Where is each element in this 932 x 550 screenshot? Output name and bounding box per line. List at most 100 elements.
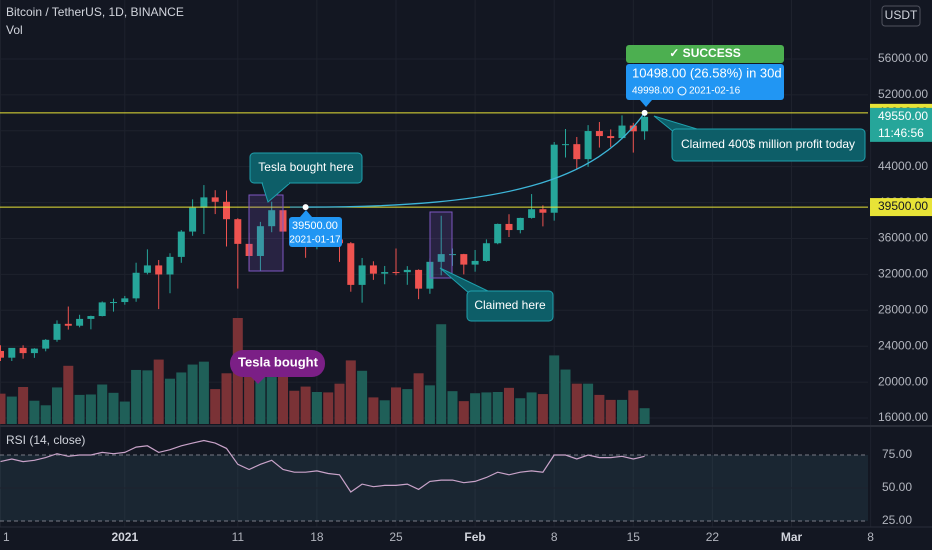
volume-bar <box>221 373 232 424</box>
rsi-layer <box>0 439 868 522</box>
callout-text: Claimed here <box>474 298 546 312</box>
volume-bar <box>470 393 481 424</box>
candle-body <box>482 243 490 261</box>
volume-label: Vol <box>6 23 23 37</box>
x-tick-label: 8 <box>867 530 874 544</box>
candle-body <box>629 125 637 132</box>
x-tick-label: 8 <box>551 530 558 544</box>
volume-bar <box>198 361 209 424</box>
candle-body <box>381 272 389 274</box>
volume-bar <box>537 394 548 424</box>
volume-bar <box>560 369 571 424</box>
volume-bar <box>266 377 277 424</box>
volume-bar <box>311 391 322 424</box>
candle-body <box>189 207 197 232</box>
candle-body <box>392 272 400 274</box>
callout <box>671 128 866 162</box>
candle-body <box>87 316 95 319</box>
callout-joint <box>263 181 289 184</box>
candle-body <box>76 318 84 326</box>
volume-bar <box>345 360 356 424</box>
candle-body <box>562 144 569 146</box>
last-price-tag <box>870 107 932 142</box>
candle-body <box>607 136 615 139</box>
volume-bar <box>413 373 424 424</box>
y-tick-label: 56000.00 <box>878 51 928 65</box>
volume-bar <box>492 391 503 424</box>
label-text: Tesla bought <box>238 354 319 369</box>
y-tick-label: 28000.00 <box>878 302 928 316</box>
candle-body <box>584 131 592 160</box>
projection-pointer <box>300 210 312 217</box>
volume-bar <box>424 385 435 424</box>
volume-bar <box>18 387 29 424</box>
volume-bar <box>131 369 142 424</box>
projection-layer <box>290 109 648 211</box>
candle-body <box>166 256 174 275</box>
volume-bar <box>85 394 96 424</box>
volume-bar <box>628 390 639 424</box>
volume-bar <box>300 386 311 424</box>
volume-bar <box>594 394 605 424</box>
candle-body <box>64 323 72 326</box>
callout-text: Tesla bought here <box>258 160 354 174</box>
highlight-box <box>429 211 453 279</box>
volume-bar <box>402 389 413 424</box>
projection-date: 2021-01-17 <box>289 235 341 246</box>
y-tick-label: 36000.00 <box>878 231 928 245</box>
clock-icon <box>677 86 687 96</box>
x-tick-label: Feb <box>464 530 485 544</box>
candle-body <box>460 254 468 265</box>
volume-bar <box>29 400 40 424</box>
projection-price: 49998.00 <box>632 86 674 97</box>
volume-bar <box>142 370 153 424</box>
projection-box <box>289 217 342 247</box>
candle-body <box>234 219 242 244</box>
y-tick-label: 52000.00 <box>878 87 928 101</box>
projection-point <box>302 204 309 211</box>
level-label: 39500.00 <box>878 199 928 213</box>
callout <box>466 290 554 322</box>
volume-bar <box>165 378 175 424</box>
volume-bar <box>605 399 616 424</box>
candle-body <box>595 131 603 137</box>
y-tick-label: 16000.00 <box>878 410 928 424</box>
volume-bar <box>63 365 74 424</box>
volume-bar <box>278 367 288 424</box>
candle-body <box>618 125 626 139</box>
volume-bar <box>119 401 130 424</box>
candle-body <box>8 347 16 358</box>
candle-body <box>516 217 524 231</box>
volume-bar <box>52 387 62 424</box>
candle-body <box>155 265 163 275</box>
candle-body <box>268 210 276 227</box>
currency-box[interactable] <box>881 5 921 27</box>
rsi-title: RSI (14, close) <box>6 433 85 447</box>
x-tick-label: 15 <box>627 530 641 544</box>
level-layer <box>0 112 868 208</box>
projection-price: 39500.00 <box>292 220 338 232</box>
x-tick-label: 1 <box>3 530 10 544</box>
candle-body <box>200 197 208 208</box>
volume-bar <box>504 387 514 424</box>
projection-date: 2021-02-16 <box>689 86 741 97</box>
volume-bar <box>244 359 255 424</box>
volume-bar <box>368 397 379 424</box>
candle-body <box>505 223 513 231</box>
volume-bar <box>6 396 17 424</box>
rsi-tick-label: 25.00 <box>882 513 912 527</box>
x-tick-label: 11 <box>232 530 245 544</box>
candle-body <box>539 209 547 213</box>
rsi-tick-label: 75.00 <box>882 447 912 461</box>
projection-point <box>641 109 648 116</box>
currency: USDT <box>885 8 918 22</box>
candle-body <box>415 269 423 289</box>
rsi-tick-label: 50.00 <box>882 480 912 494</box>
candle-body <box>528 209 536 218</box>
volume-bar <box>176 372 187 424</box>
candle-body <box>98 302 106 317</box>
y-tick-label: 32000.00 <box>878 267 928 281</box>
volume-bar <box>549 355 560 424</box>
candle-body <box>42 339 50 349</box>
candle-body <box>573 144 581 160</box>
